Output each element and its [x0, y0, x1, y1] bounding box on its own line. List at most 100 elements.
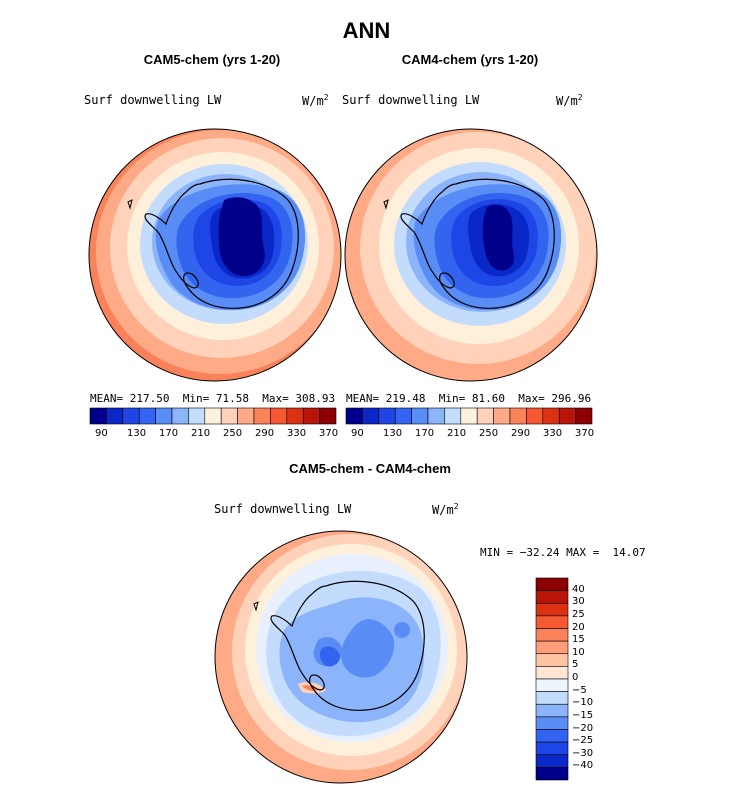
- colorbar-swatch: [535, 577, 569, 591]
- colorbar-swatch: [535, 640, 569, 655]
- panel-2-colorbar-ticks: 90 130 170 210 250 290 330 370: [346, 428, 595, 442]
- colorbar-swatch: [253, 407, 271, 425]
- tick: 20: [572, 621, 585, 633]
- colorbar-swatch: [535, 703, 569, 718]
- min-label: Min=: [438, 392, 466, 405]
- tick: 210: [447, 428, 467, 439]
- colorbar-swatch: [188, 407, 206, 425]
- panel-1-title: CAM5-chem (yrs 1-20): [143, 52, 281, 67]
- mean-value: 219.48: [385, 392, 426, 405]
- max-label: Max=: [518, 392, 545, 405]
- colorbar-swatch: [476, 407, 494, 425]
- min-label: MIN =: [480, 546, 514, 559]
- colorbar-swatch: [535, 729, 569, 743]
- colorbar-swatch: [526, 407, 544, 425]
- colorbar-swatch: [535, 754, 569, 768]
- colorbar-swatch: [237, 407, 255, 425]
- diff-title: CAM5-chem - CAM4-chem: [289, 461, 451, 476]
- tick: 290: [255, 428, 275, 439]
- diff-stats: MIN = −32.24 MAX = 14.07: [480, 546, 646, 559]
- tick: 130: [383, 428, 403, 439]
- panel-2-stats: MEAN= 219.48 Min= 81.60 Max= 296.96: [346, 392, 591, 405]
- colorbar-swatch: [362, 407, 380, 425]
- colorbar-swatch: [535, 767, 569, 781]
- tick: 250: [223, 428, 243, 439]
- panel-2-map: [344, 128, 598, 382]
- mean-label: MEAN=: [90, 392, 124, 405]
- tick: 15: [572, 634, 585, 646]
- panel-2-colorbar: [345, 407, 593, 425]
- colorbar-swatch: [89, 407, 107, 425]
- colorbar-swatch: [542, 407, 560, 425]
- diff-colorbar-labels: 40 30 25 20 15 10 5 0 −5 −10 −15 −20 −25…: [572, 578, 612, 780]
- diff-map: [214, 530, 468, 784]
- diff-variable-label: Surf downwelling LW: [214, 502, 352, 516]
- min-value: 81.60: [471, 392, 505, 405]
- min-value: 71.58: [215, 392, 249, 405]
- tick: −40: [572, 760, 594, 772]
- tick: 30: [572, 596, 585, 608]
- colorbar-swatch: [122, 407, 140, 425]
- panel-1-colorbar-ticks: 90 130 170 210 250 290 330 370: [90, 428, 338, 442]
- colorbar-swatch: [411, 407, 429, 425]
- panel-1-stats: MEAN= 217.50 Min= 71.58 Max= 308.93: [90, 392, 335, 405]
- tick: 40: [572, 583, 585, 595]
- colorbar-swatch: [535, 602, 569, 617]
- colorbar-swatch: [535, 741, 569, 756]
- colorbar-swatch: [493, 407, 511, 425]
- tick: 330: [543, 428, 563, 439]
- max-value: 296.96: [551, 392, 592, 405]
- tick: 130: [127, 428, 147, 439]
- colorbar-swatch: [138, 407, 156, 425]
- max-value: 308.93: [295, 392, 336, 405]
- tick: −10: [572, 697, 594, 709]
- tick: 25: [572, 608, 585, 620]
- colorbar-swatch: [302, 407, 320, 425]
- panel-2-title: CAM4-chem (yrs 1-20): [401, 52, 539, 67]
- colorbar-swatch: [270, 407, 288, 425]
- panel-2-units: W/m2: [556, 93, 583, 108]
- colorbar-swatch: [535, 666, 569, 680]
- colorbar-swatch: [345, 407, 363, 425]
- tick: 10: [572, 646, 585, 658]
- colorbar-swatch: [535, 653, 569, 667]
- colorbar-swatch: [535, 628, 569, 642]
- panel-1-map: [88, 128, 342, 382]
- tick: 290: [511, 428, 531, 439]
- tick: 370: [575, 428, 595, 439]
- colorbar-swatch: [378, 407, 396, 425]
- tick: 170: [159, 428, 179, 439]
- colorbar-swatch: [558, 407, 576, 425]
- tick: −20: [572, 722, 594, 734]
- tick: 210: [191, 428, 211, 439]
- colorbar-swatch: [286, 407, 304, 425]
- tick: 90: [351, 428, 364, 439]
- tick: −30: [572, 747, 594, 759]
- tick: 250: [479, 428, 499, 439]
- mean-label: MEAN=: [346, 392, 380, 405]
- min-label: Min=: [182, 392, 210, 405]
- max-value: 14.07: [612, 546, 646, 559]
- colorbar-swatch: [460, 407, 478, 425]
- colorbar-swatch: [394, 407, 412, 425]
- tick: 170: [415, 428, 435, 439]
- colorbar-swatch: [220, 407, 238, 425]
- tick: −25: [572, 735, 594, 747]
- tick: −15: [572, 709, 594, 721]
- colorbar-swatch: [535, 590, 569, 604]
- colorbar-swatch: [155, 407, 173, 425]
- max-label: Max=: [262, 392, 289, 405]
- diff-colorbar: [535, 577, 569, 781]
- mean-value: 217.50: [129, 392, 170, 405]
- main-title: ANN: [342, 18, 391, 43]
- diff-units: W/m2: [432, 502, 459, 517]
- colorbar-swatch: [509, 407, 527, 425]
- tick: 5: [572, 659, 579, 671]
- tick: 0: [572, 672, 579, 683]
- colorbar-swatch: [171, 407, 189, 425]
- colorbar-swatch: [535, 615, 569, 629]
- tick: 330: [287, 428, 307, 439]
- colorbar-swatch: [427, 407, 445, 425]
- panel-1-variable-label: Surf downwelling LW: [84, 93, 222, 107]
- colorbar-swatch: [535, 691, 569, 705]
